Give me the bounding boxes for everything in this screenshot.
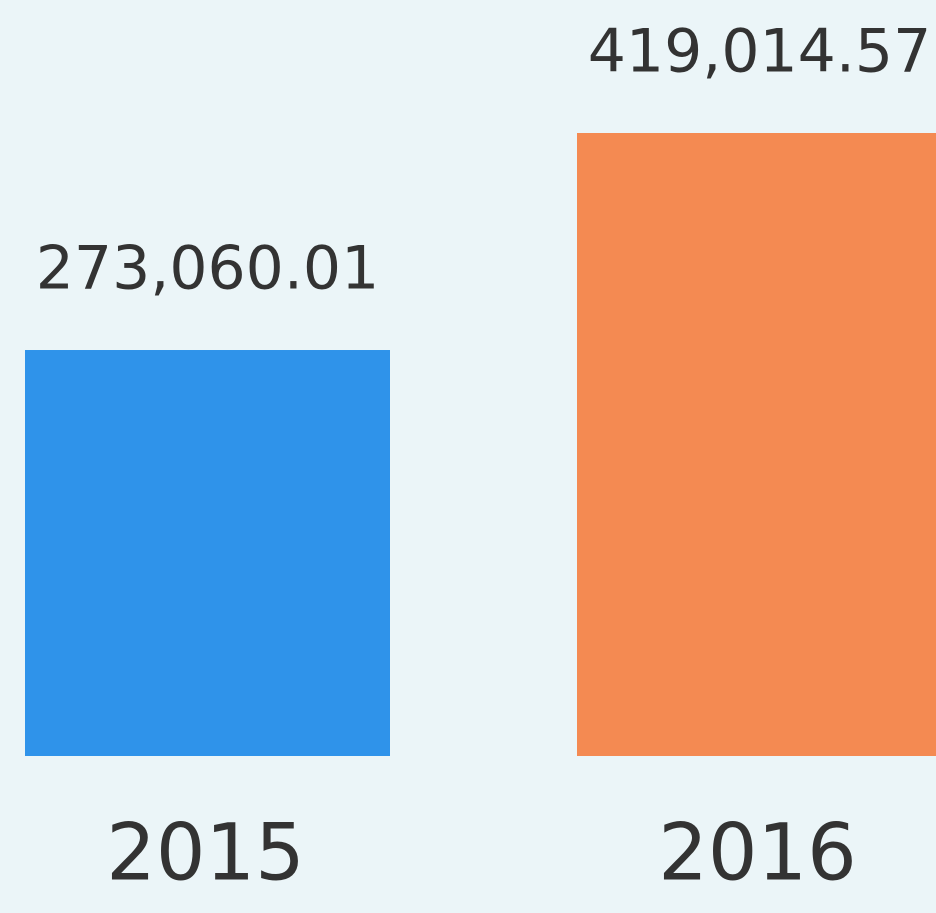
data-label: 273,060.01 xyxy=(36,234,380,304)
data-label: 419,014.57 xyxy=(588,17,932,87)
x-tick-label: 2015 xyxy=(106,808,305,898)
bar xyxy=(577,133,936,756)
x-tick-label: 2016 xyxy=(658,808,857,898)
bar xyxy=(25,350,390,756)
